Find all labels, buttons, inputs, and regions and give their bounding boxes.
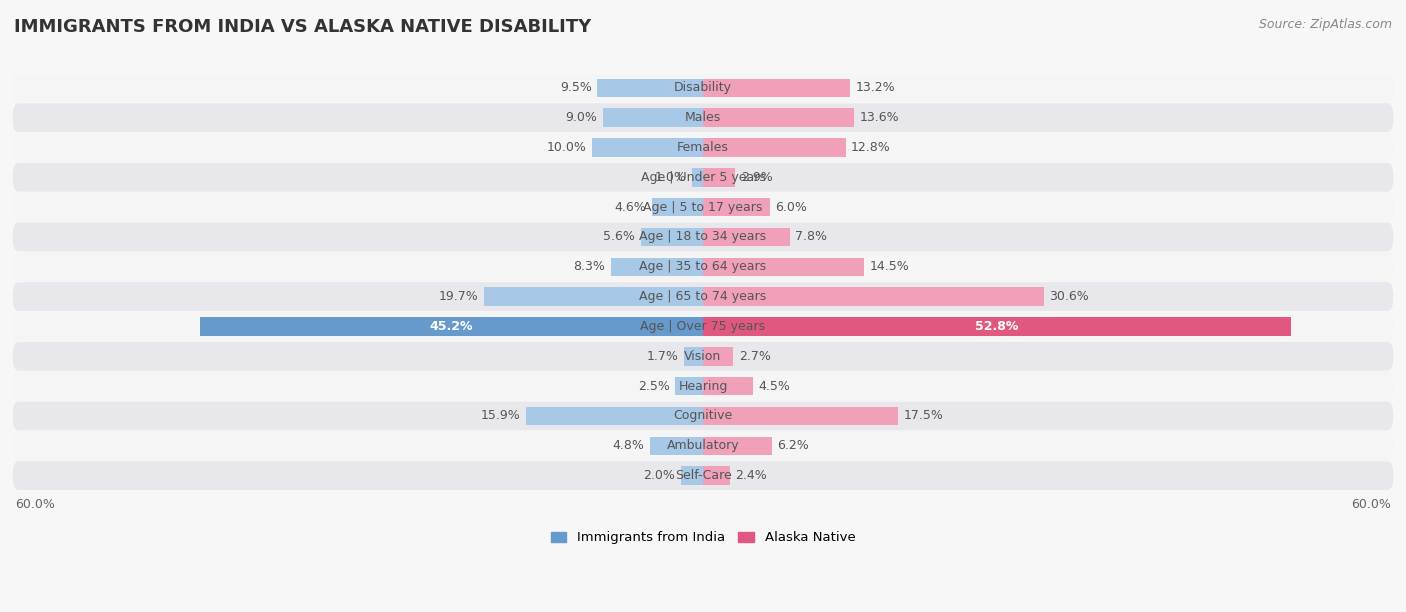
Bar: [703, 377, 754, 395]
Text: IMMIGRANTS FROM INDIA VS ALASKA NATIVE DISABILITY: IMMIGRANTS FROM INDIA VS ALASKA NATIVE D…: [14, 18, 592, 36]
Text: 13.2%: 13.2%: [855, 81, 896, 94]
Bar: [681, 466, 703, 485]
Text: 1.7%: 1.7%: [647, 350, 679, 363]
FancyBboxPatch shape: [13, 103, 1393, 132]
Text: 60.0%: 60.0%: [15, 498, 55, 511]
Text: 2.4%: 2.4%: [735, 469, 768, 482]
FancyBboxPatch shape: [13, 312, 1393, 341]
Bar: [703, 317, 1291, 336]
Legend: Immigrants from India, Alaska Native: Immigrants from India, Alaska Native: [546, 526, 860, 550]
Text: 6.0%: 6.0%: [775, 201, 807, 214]
Text: 4.5%: 4.5%: [759, 379, 790, 393]
Text: 12.8%: 12.8%: [851, 141, 891, 154]
Text: Hearing: Hearing: [678, 379, 728, 393]
Bar: [685, 347, 703, 365]
FancyBboxPatch shape: [13, 431, 1393, 460]
Text: 15.9%: 15.9%: [481, 409, 520, 422]
Bar: [703, 347, 733, 365]
Text: 6.2%: 6.2%: [778, 439, 810, 452]
Text: 14.5%: 14.5%: [870, 260, 910, 274]
Text: Age | Over 75 years: Age | Over 75 years: [641, 320, 765, 333]
Bar: [703, 258, 865, 276]
Bar: [652, 198, 703, 217]
FancyBboxPatch shape: [13, 401, 1393, 430]
Text: Source: ZipAtlas.com: Source: ZipAtlas.com: [1258, 18, 1392, 31]
Text: 7.8%: 7.8%: [796, 231, 827, 244]
FancyBboxPatch shape: [13, 461, 1393, 490]
Text: 9.0%: 9.0%: [565, 111, 598, 124]
Text: 9.5%: 9.5%: [560, 81, 592, 94]
Text: 5.6%: 5.6%: [603, 231, 636, 244]
Text: Ambulatory: Ambulatory: [666, 439, 740, 452]
Text: Females: Females: [678, 141, 728, 154]
Text: 13.6%: 13.6%: [860, 111, 900, 124]
Text: 2.5%: 2.5%: [638, 379, 669, 393]
FancyBboxPatch shape: [13, 282, 1393, 311]
Bar: [484, 288, 703, 306]
Text: 52.8%: 52.8%: [976, 320, 1018, 333]
Text: 10.0%: 10.0%: [546, 141, 586, 154]
Text: Self-Care: Self-Care: [675, 469, 731, 482]
Bar: [703, 407, 898, 425]
Text: Age | 35 to 64 years: Age | 35 to 64 years: [640, 260, 766, 274]
Bar: [703, 228, 790, 246]
Text: 4.6%: 4.6%: [614, 201, 647, 214]
FancyBboxPatch shape: [13, 342, 1393, 371]
FancyBboxPatch shape: [13, 253, 1393, 281]
Text: Males: Males: [685, 111, 721, 124]
Bar: [200, 317, 703, 336]
Bar: [703, 138, 845, 157]
FancyBboxPatch shape: [13, 73, 1393, 102]
Bar: [703, 288, 1043, 306]
Text: 2.7%: 2.7%: [738, 350, 770, 363]
Text: 19.7%: 19.7%: [439, 290, 478, 303]
Bar: [703, 108, 855, 127]
Text: Disability: Disability: [673, 81, 733, 94]
Bar: [610, 258, 703, 276]
Text: Age | 5 to 17 years: Age | 5 to 17 years: [644, 201, 762, 214]
Text: Age | 18 to 34 years: Age | 18 to 34 years: [640, 231, 766, 244]
Bar: [526, 407, 703, 425]
Bar: [598, 78, 703, 97]
Text: 2.9%: 2.9%: [741, 171, 773, 184]
Bar: [703, 436, 772, 455]
Bar: [675, 377, 703, 395]
Text: 8.3%: 8.3%: [574, 260, 605, 274]
Text: 45.2%: 45.2%: [430, 320, 472, 333]
Bar: [592, 138, 703, 157]
Bar: [703, 198, 770, 217]
Text: 2.0%: 2.0%: [644, 469, 675, 482]
Text: 17.5%: 17.5%: [904, 409, 943, 422]
FancyBboxPatch shape: [13, 133, 1393, 162]
Bar: [703, 168, 735, 187]
FancyBboxPatch shape: [13, 223, 1393, 252]
Text: Vision: Vision: [685, 350, 721, 363]
Bar: [603, 108, 703, 127]
Bar: [703, 78, 851, 97]
Text: 1.0%: 1.0%: [654, 171, 686, 184]
Bar: [650, 436, 703, 455]
Bar: [692, 168, 703, 187]
Text: Cognitive: Cognitive: [673, 409, 733, 422]
Text: 30.6%: 30.6%: [1049, 290, 1090, 303]
Text: Age | 65 to 74 years: Age | 65 to 74 years: [640, 290, 766, 303]
FancyBboxPatch shape: [13, 372, 1393, 400]
FancyBboxPatch shape: [13, 163, 1393, 192]
Text: 4.8%: 4.8%: [612, 439, 644, 452]
Bar: [703, 466, 730, 485]
Text: Age | Under 5 years: Age | Under 5 years: [641, 171, 765, 184]
Text: 60.0%: 60.0%: [1351, 498, 1391, 511]
Bar: [641, 228, 703, 246]
FancyBboxPatch shape: [13, 193, 1393, 222]
